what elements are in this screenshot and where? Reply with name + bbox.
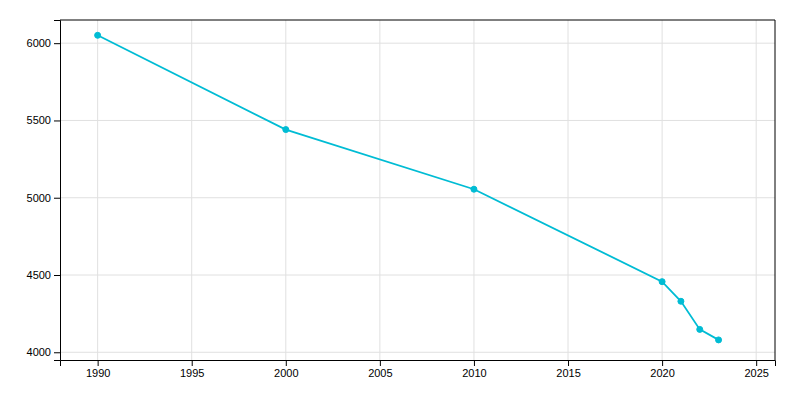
y-axis-tick-label: 5000 (27, 192, 51, 204)
x-axis-tick-label: 2020 (650, 367, 674, 379)
y-axis-tick-label: 5500 (27, 114, 51, 126)
x-axis-tick-label: 2005 (368, 367, 392, 379)
grid-line-x (97, 20, 98, 360)
frame-right (775, 20, 776, 360)
y-axis-tick-mark (54, 43, 60, 44)
grid-line-y (60, 352, 775, 353)
marks (95, 32, 722, 343)
x-axis-tick-mark (286, 360, 287, 366)
y-axis-tick-label: 4000 (27, 346, 51, 358)
x-axis-tick: 2005 (368, 360, 392, 379)
x-axis-tick: 2025 (744, 360, 768, 379)
x-axis-line (61, 361, 776, 367)
marker (678, 298, 684, 304)
y-axis-tick: 4500 (27, 269, 60, 281)
grid-line-x (756, 20, 757, 360)
y-axis-tick-mark (54, 352, 60, 353)
y-axis-tick: 4000 (27, 346, 60, 358)
grid (60, 20, 775, 360)
x-axis-tick-label: 1990 (86, 367, 110, 379)
x-axis-tick-mark (568, 360, 569, 366)
plot-root: 1990 1995 2000 2005 2010 2015 2020 2025 4000 4500… (27, 20, 776, 379)
marker (95, 32, 101, 38)
grid-line-x (191, 20, 192, 360)
grid-line-x (379, 20, 380, 360)
x-axis-tick-mark (474, 360, 475, 366)
grid-line-y (60, 197, 775, 198)
grid-line-y (60, 275, 775, 276)
x-axis-tick: 2000 (274, 360, 298, 379)
y-axis: 4000 4500 5000 5500 6000 (27, 21, 61, 361)
grid-line-y (60, 43, 775, 44)
grid-line-x (285, 20, 286, 360)
line (98, 35, 719, 340)
frame-top (60, 20, 775, 21)
x-axis-tick-mark (98, 360, 99, 366)
x-axis-tick-label: 2025 (744, 367, 768, 379)
y-axis-tick: 5500 (27, 114, 60, 126)
marker (659, 279, 665, 285)
y-axis-tick-mark (54, 198, 60, 199)
y-axis-line (54, 21, 61, 361)
marker (471, 186, 477, 192)
y-axis-tick-mark (54, 120, 60, 121)
y-axis-tick-mark (54, 275, 60, 276)
x-axis-tick-label: 2010 (462, 367, 486, 379)
marker (283, 127, 289, 133)
x-axis-tick-mark (380, 360, 381, 366)
x-axis-tick-mark (662, 360, 663, 366)
y-axis-tick-label: 6000 (27, 37, 51, 49)
grid-line-y (60, 120, 775, 121)
x-axis: 1990 1995 2000 2005 2010 2015 2020 2025 (61, 360, 776, 379)
x-axis-tick-label: 2000 (274, 367, 298, 379)
x-axis-tick: 2010 (462, 360, 486, 379)
x-axis-tick: 2015 (556, 360, 580, 379)
x-axis-tick-label: 1995 (180, 367, 204, 379)
grid-line-x (662, 20, 663, 360)
y-axis-tick-label: 4500 (27, 269, 51, 281)
marker (716, 337, 722, 343)
x-axis-tick: 1990 (86, 360, 110, 379)
x-axis-tick: 2020 (650, 360, 674, 379)
chart: 1990 1995 2000 2005 2010 2015 2020 2025 4000 4500… (0, 0, 800, 400)
grid-line-x (568, 20, 569, 360)
x-axis-tick-mark (756, 360, 757, 366)
x-axis-tick: 1995 (180, 360, 204, 379)
y-axis-tick: 5000 (27, 192, 60, 204)
y-axis-tick: 6000 (27, 37, 60, 49)
marker (697, 326, 703, 332)
x-axis-tick-label: 2015 (556, 367, 580, 379)
x-axis-tick-mark (192, 360, 193, 366)
